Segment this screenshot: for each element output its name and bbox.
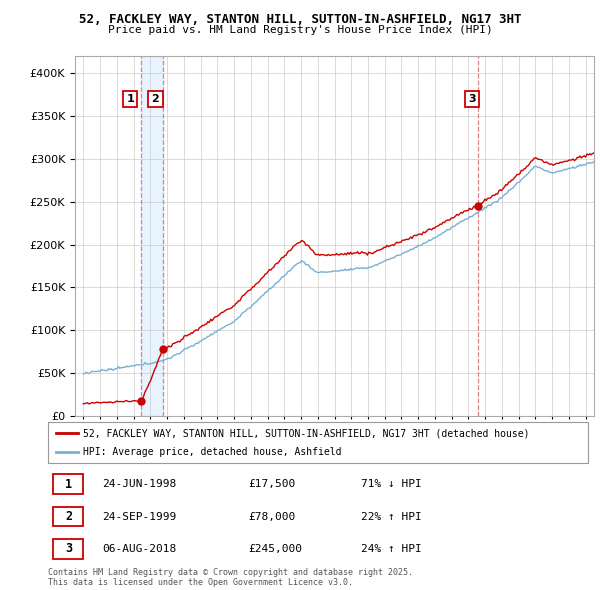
Text: £17,500: £17,500	[248, 479, 295, 489]
Text: 52, FACKLEY WAY, STANTON HILL, SUTTON-IN-ASHFIELD, NG17 3HT (detached house): 52, FACKLEY WAY, STANTON HILL, SUTTON-IN…	[83, 428, 530, 438]
Text: 22% ↑ HPI: 22% ↑ HPI	[361, 512, 422, 522]
Bar	[53, 507, 83, 526]
Text: £78,000: £78,000	[248, 512, 295, 522]
Text: 3: 3	[65, 542, 72, 556]
Text: 24% ↑ HPI: 24% ↑ HPI	[361, 544, 422, 554]
Text: 71% ↓ HPI: 71% ↓ HPI	[361, 479, 422, 489]
Text: 2: 2	[65, 510, 72, 523]
Text: £245,000: £245,000	[248, 544, 302, 554]
Text: 24-SEP-1999: 24-SEP-1999	[102, 512, 176, 522]
Text: HPI: Average price, detached house, Ashfield: HPI: Average price, detached house, Ashf…	[83, 447, 341, 457]
Bar	[53, 474, 83, 494]
Text: 1: 1	[65, 477, 72, 491]
Text: Contains HM Land Registry data © Crown copyright and database right 2025.
This d: Contains HM Land Registry data © Crown c…	[48, 568, 413, 587]
Text: 1: 1	[127, 94, 134, 104]
Text: 3: 3	[468, 94, 476, 104]
Text: 24-JUN-1998: 24-JUN-1998	[102, 479, 176, 489]
Text: Price paid vs. HM Land Registry's House Price Index (HPI): Price paid vs. HM Land Registry's House …	[107, 25, 493, 35]
Text: 2: 2	[151, 94, 159, 104]
Text: 52, FACKLEY WAY, STANTON HILL, SUTTON-IN-ASHFIELD, NG17 3HT: 52, FACKLEY WAY, STANTON HILL, SUTTON-IN…	[79, 13, 521, 26]
Bar	[142, 56, 163, 416]
Text: 06-AUG-2018: 06-AUG-2018	[102, 544, 176, 554]
Bar	[53, 539, 83, 559]
